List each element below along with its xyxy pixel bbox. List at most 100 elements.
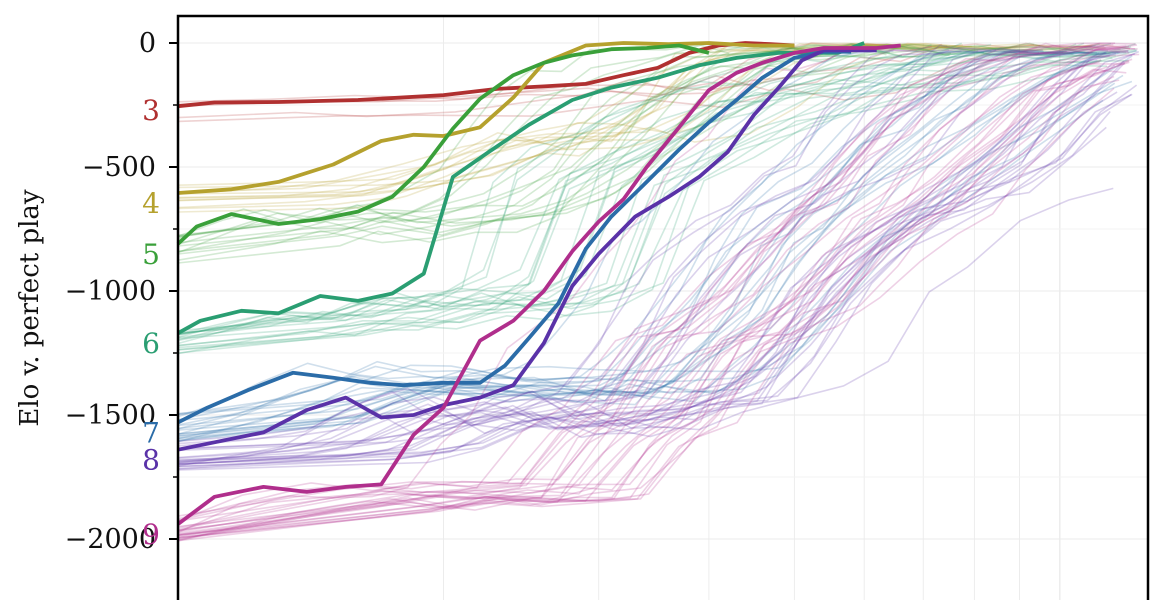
faint-series-line (177, 60, 1125, 462)
faint-series-line (177, 59, 1102, 340)
faint-series-line (177, 93, 1132, 461)
series-lines (176, 41, 901, 526)
faint-series-line (177, 43, 1077, 355)
faint-series-line (177, 50, 975, 415)
faint-series-line (177, 48, 1136, 530)
faint-series-line (177, 49, 950, 447)
faint-series-line (177, 74, 1124, 416)
faint-series-line (177, 45, 1121, 522)
faint-series-line (177, 48, 1044, 435)
series-line-6 (177, 41, 865, 335)
faint-series-line (177, 46, 1011, 209)
faint-series-line (177, 61, 1100, 541)
faint-series-line (177, 126, 1107, 468)
faint-series-line (177, 45, 1132, 332)
faint-series-line (177, 87, 1115, 537)
faint-series-line (177, 93, 1133, 459)
faint-series-line (177, 52, 1136, 463)
series-label-3: 3 (142, 94, 160, 127)
faint-series-line (177, 50, 1140, 470)
faint-series-line (177, 43, 992, 335)
faint-series-line (177, 52, 1100, 421)
series-label-5: 5 (142, 238, 160, 271)
faint-series-line (177, 42, 1136, 521)
faint-series-line (177, 75, 1115, 541)
faint-series-line (177, 42, 1073, 244)
faint-series-line (177, 42, 1106, 199)
plot-frame (176, 14, 1150, 600)
grid (177, 16, 1148, 600)
series-line-7 (177, 49, 852, 425)
faint-series-line (177, 59, 1129, 347)
faint-series-line (177, 47, 1129, 539)
faint-series-line (177, 52, 1111, 351)
faint-series-line (177, 51, 1106, 465)
faint-series-line (177, 45, 1138, 523)
faint-series-line (177, 61, 1126, 470)
faint-series-line (177, 44, 997, 445)
faint-series-line (177, 50, 984, 415)
faint-series-line (177, 42, 1116, 520)
faint-series-line (177, 58, 1133, 533)
faint-series-line (177, 51, 1107, 430)
faint-series-line (177, 52, 1119, 439)
faint-series-line (177, 50, 894, 418)
faint-series-line (177, 53, 1113, 336)
series-label-6: 6 (142, 327, 160, 360)
faint-series-line (177, 50, 962, 467)
y-tick-label: 0 (139, 28, 156, 59)
faint-series-line (177, 45, 1130, 539)
faint-series-line (177, 43, 932, 345)
faint-series-line (177, 55, 1133, 435)
faint-series-line (177, 51, 1127, 351)
faint-series-line (177, 50, 950, 261)
faint-series-line (177, 79, 1120, 536)
faint-series-line (177, 43, 1100, 335)
faint-series-line (177, 50, 1059, 426)
faint-series-line (177, 43, 1136, 341)
faint-series-line (177, 43, 1035, 107)
faint-series-line (177, 50, 1138, 443)
faint-series-line (177, 44, 932, 534)
series-label-9: 9 (142, 518, 160, 551)
series-line-5 (176, 43, 710, 246)
faint-series-line (177, 53, 1140, 532)
faint-series-line (177, 50, 1040, 440)
faint-series-line (177, 45, 1105, 532)
faint-series-line (177, 45, 845, 237)
faint-series-line (177, 52, 1107, 437)
faint-series-line (177, 42, 1138, 529)
faint-series-line (177, 44, 1127, 538)
faint-series-line (177, 64, 1116, 452)
faint-series-line (177, 50, 1137, 354)
faint-series-line (177, 47, 1064, 459)
faint-series-line (177, 43, 1094, 202)
faint-series-line (177, 42, 1092, 189)
faint-series-line (177, 42, 1112, 338)
faint-series-line (177, 44, 1096, 336)
series-label-8: 8 (142, 444, 160, 477)
faint-series-line (177, 50, 1067, 466)
y-tick-label: −1000 (65, 276, 156, 307)
faint-series-line (177, 48, 1137, 339)
faint-series-line (177, 43, 979, 238)
faint-series-line (177, 59, 1102, 542)
faint-series-line (177, 48, 1130, 536)
faint-series-line (177, 55, 1110, 471)
faint-series-line (177, 84, 1138, 462)
faint-series-line (177, 52, 1117, 450)
faint-series-line (177, 42, 1131, 123)
series-line-4 (177, 41, 795, 195)
faint-series-line (177, 59, 1098, 440)
faint-series-line (177, 64, 1102, 539)
faint-series-line (177, 63, 1125, 517)
faint-lines (177, 42, 1140, 542)
faint-series-line (177, 61, 1130, 528)
faint-series-line (177, 43, 1114, 535)
y-tick-label: −500 (82, 152, 156, 183)
series-line-8 (177, 48, 877, 452)
series-labels: 3 4 5 6 78 9 (142, 94, 160, 551)
faint-series-line (177, 42, 1068, 201)
faint-series-line (177, 69, 1106, 536)
